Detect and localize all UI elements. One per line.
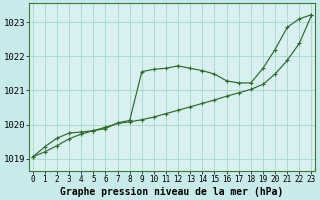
X-axis label: Graphe pression niveau de la mer (hPa): Graphe pression niveau de la mer (hPa): [60, 186, 284, 197]
